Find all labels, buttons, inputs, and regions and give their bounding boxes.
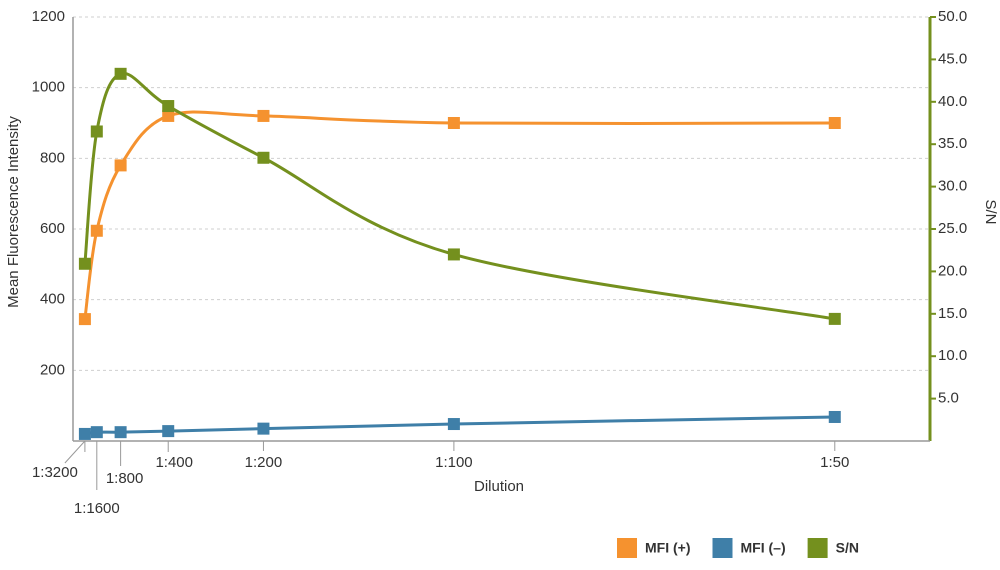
legend-label: MFI (–) [741,540,786,556]
data-point [257,422,270,435]
legend-swatch [712,538,733,558]
legend-label: S/N [836,540,859,556]
y-tick-label: 200 [40,361,65,378]
y2-tick-label: 50.0 [938,8,967,25]
series-line [83,71,836,321]
y-axis-title: Mean Fluorescence Intensity [5,116,22,308]
y2-tick-label: 20.0 [938,262,967,279]
y-tick-label: 800 [40,149,65,166]
data-point [828,410,841,423]
y2-tick-label: 5.0 [938,390,959,407]
data-point [162,100,175,113]
series-line [83,110,835,320]
x-tick-label: 1:3200 [32,464,78,481]
x-tick-label: 1:1600 [74,500,120,517]
data-point [90,224,103,237]
data-point [447,117,460,129]
legend-label: MFI (+) [645,540,691,556]
data-point [78,427,91,440]
y2-tick-label: 25.0 [938,220,967,237]
data-point [90,426,103,439]
y2-tick-label: 30.0 [938,178,967,195]
data-point [162,109,175,122]
data-point [162,425,175,438]
x-tick-label: 1:400 [155,454,193,471]
y-tick-label: 400 [40,291,65,308]
x-tick-label: 1:800 [106,470,144,487]
y-tick-label: 1000 [32,79,65,96]
data-point [447,248,460,261]
data-point [90,125,103,138]
legend-swatch [617,538,637,558]
y2-tick-label: 10.0 [938,347,967,364]
y-tick-label: 600 [40,220,65,237]
legend-swatch [807,538,828,558]
data-point [114,159,127,172]
data-point [828,117,841,129]
x-tick-label: 1:100 [435,454,473,471]
data-point [114,426,127,439]
data-point [828,312,841,325]
data-point [78,313,91,326]
y-tick-label: 1200 [32,8,65,25]
y2-tick-label: 45.0 [938,50,967,67]
y2-tick-label: 40.0 [938,93,967,110]
y2-tick-label: 35.0 [938,135,967,152]
data-point [447,418,460,431]
y2-axis-title: S/N [982,199,999,224]
x-tick-leader [64,440,86,464]
data-point [78,257,91,270]
data-point [257,151,270,164]
x-tick-label: 1:200 [245,454,283,471]
y2-tick-label: 15.0 [938,305,967,322]
data-point [257,109,270,122]
x-axis-title: Dilution [474,478,524,495]
x-tick-label: 1:50 [820,454,849,471]
data-point [114,67,127,80]
